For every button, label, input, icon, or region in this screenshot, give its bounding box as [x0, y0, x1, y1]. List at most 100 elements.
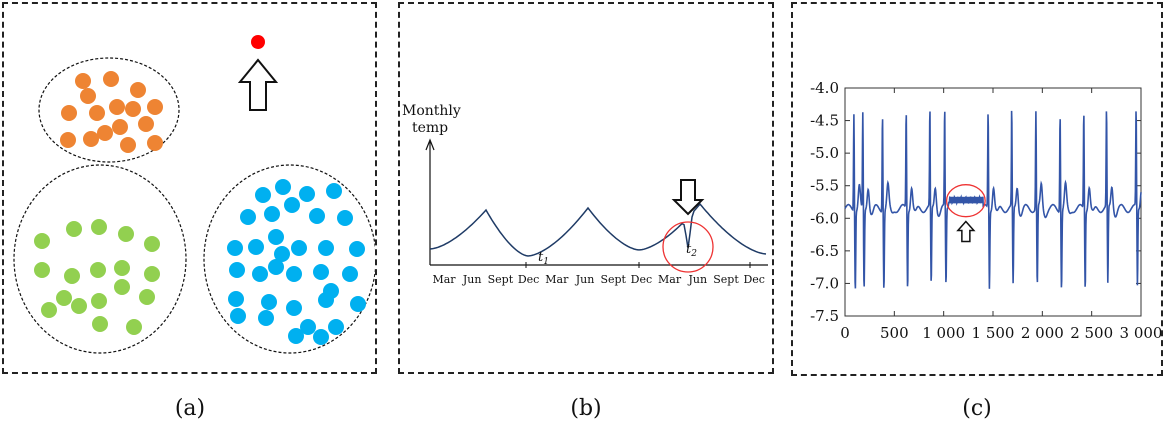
cluster-point	[34, 262, 50, 278]
cluster-point	[300, 319, 316, 335]
cluster-point	[90, 262, 106, 278]
cluster-point	[313, 329, 329, 345]
cluster-point	[248, 239, 264, 255]
cluster-point	[91, 293, 107, 309]
signal-line	[844, 110, 1142, 289]
cluster-point	[118, 226, 134, 242]
cluster-point	[268, 259, 284, 275]
cluster-point	[147, 135, 163, 151]
y-tick-label: -6.5	[810, 242, 839, 260]
t1-subscript: 1	[543, 257, 549, 267]
month-tick-label: Mar	[545, 273, 569, 286]
cluster-point	[240, 209, 256, 225]
orange-cluster	[60, 71, 163, 153]
cluster-point	[286, 266, 302, 282]
cluster-diagram	[13, 35, 375, 354]
month-tick-label: Dec	[518, 273, 540, 286]
cluster-point	[56, 290, 72, 306]
y-tick-label: -5.0	[810, 144, 839, 162]
panel-a-clusters	[2, 2, 377, 374]
y-tick-label: -5.5	[810, 177, 839, 195]
cluster-point	[147, 99, 163, 115]
cluster-point	[138, 116, 154, 132]
cluster-point	[41, 302, 57, 318]
signal-chart: -4.0 -4.5 -5.0 -5.5 -6.0 -6.5 -7.0 -7.5 0 500 1 0…	[810, 79, 1161, 342]
cluster-point	[92, 316, 108, 332]
cluster-point	[258, 310, 274, 326]
anomaly-highlight-circle	[662, 221, 714, 273]
month-tick-label: Jun	[688, 273, 708, 286]
x-axis-ticks: 0 500 1 000 1 500 2 000 2 500 3 000	[840, 88, 1161, 342]
x-tick-label: 3 000	[1120, 324, 1161, 342]
y-axis-arrow-icon	[425, 138, 435, 151]
cluster-point	[255, 187, 271, 203]
cluster-point	[61, 105, 77, 121]
month-tick-label: Mar	[432, 273, 456, 286]
cluster-point	[328, 319, 344, 335]
cluster-point	[288, 328, 304, 344]
y-tick-label: -4.0	[810, 79, 839, 97]
blue-cluster-boundary	[203, 164, 375, 354]
cluster-point	[75, 73, 91, 89]
anomaly-highlight-ellipse	[945, 184, 986, 218]
cluster-point	[326, 183, 342, 199]
cluster-point	[337, 210, 353, 226]
cluster-point	[268, 229, 284, 245]
cluster-point	[139, 289, 155, 305]
cluster-point	[228, 291, 244, 307]
x-tick-label: 500	[880, 324, 909, 342]
y-tick-label: -4.5	[810, 112, 839, 130]
cluster-point	[83, 131, 99, 147]
cluster-point	[130, 82, 146, 98]
cluster-point	[274, 246, 290, 262]
temperature-curve	[429, 202, 767, 257]
down-arrow-icon	[671, 179, 705, 216]
cluster-point	[313, 264, 329, 280]
y-tick-label: -7.5	[810, 307, 839, 325]
month-tick-label: Mar	[658, 273, 682, 286]
cluster-point	[103, 71, 119, 87]
cluster-point	[350, 296, 366, 312]
cluster-point	[318, 240, 334, 256]
month-tick-label: Sept	[600, 273, 626, 286]
cluster-point	[114, 260, 130, 276]
t2-label: t2	[686, 242, 697, 259]
blue-cluster	[227, 179, 366, 345]
x-tick-label: 2 000	[1021, 324, 1064, 342]
cluster-point	[144, 236, 160, 252]
ylabel-line2: temp	[412, 120, 448, 136]
up-arrow-icon	[956, 220, 976, 243]
cluster-point	[125, 101, 141, 117]
up-arrow-icon	[237, 58, 279, 111]
t1-label: t1	[538, 250, 549, 267]
cluster-point	[80, 88, 96, 104]
y-tick-label: -6.0	[810, 209, 839, 227]
month-tick-label: Sept	[488, 273, 514, 286]
cluster-point	[120, 137, 136, 153]
cluster-point	[227, 240, 243, 256]
cluster-point	[97, 125, 113, 141]
t2-text: t	[686, 242, 692, 257]
t1-text: t	[538, 250, 544, 265]
x-axis-ticks: Mar Jun Sept Dec Mar Jun Sept Dec Mar Jun Sept Dec	[432, 262, 765, 286]
cluster-point	[309, 208, 325, 224]
green-cluster-boundary	[13, 164, 187, 354]
temperature-chart: Monthly temp Mar Jun Sept Dec Mar Jun Sept Dec M…	[402, 103, 768, 286]
x-tick-label: 0	[840, 324, 850, 342]
month-tick-label: Jun	[575, 273, 595, 286]
cluster-point	[89, 105, 105, 121]
cluster-point	[64, 268, 80, 284]
y-tick-label: -7.0	[810, 274, 839, 292]
cluster-point	[275, 179, 291, 195]
x-tick-label: 1 000	[922, 324, 965, 342]
month-tick-label: Dec	[631, 273, 653, 286]
t2-subscript: 2	[690, 249, 697, 259]
cluster-point	[286, 300, 302, 316]
cluster-point	[71, 298, 87, 314]
orange-cluster-boundary	[38, 57, 180, 163]
month-tick-label: Sept	[713, 273, 739, 286]
month-tick-label: Dec	[743, 273, 765, 286]
outlier-point	[251, 35, 265, 49]
cluster-point	[291, 240, 307, 256]
y-axis-ticks: -4.0 -4.5 -5.0 -5.5 -6.0 -6.5 -7.0 -7.5	[810, 79, 1141, 325]
